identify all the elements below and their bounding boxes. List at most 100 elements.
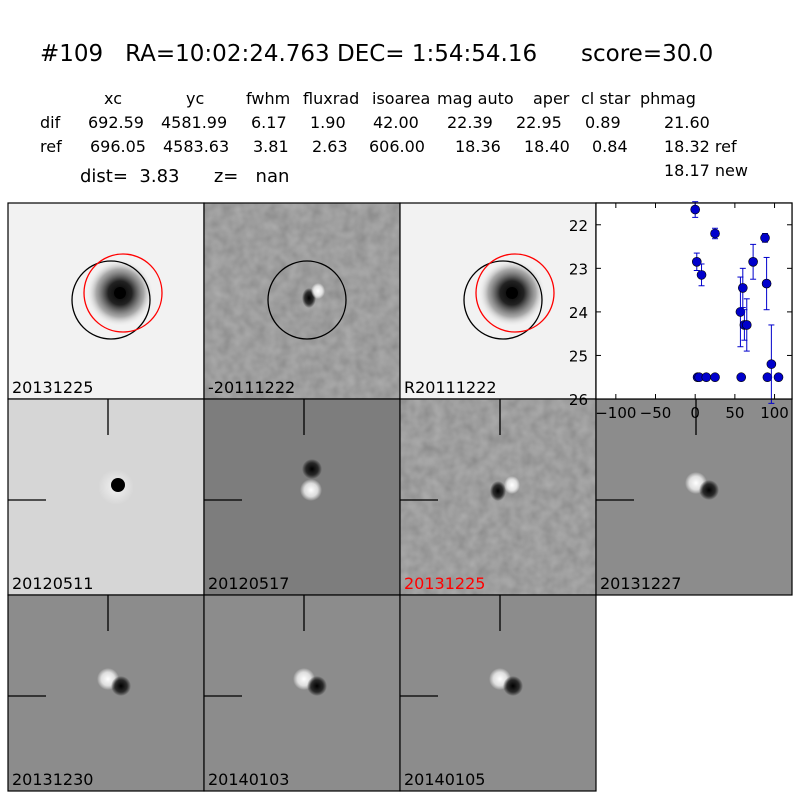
x-tick-label: −100 — [595, 404, 636, 422]
stamp-date-label: 20140105 — [404, 770, 485, 789]
table-cell: 696.05 — [90, 137, 146, 156]
image-stamp: 20140103 — [203, 594, 401, 792]
x-tick-label: 100 — [760, 404, 789, 422]
stamp-noise — [204, 203, 400, 399]
stamp-date-label: 20120517 — [208, 574, 289, 593]
phmag-new: 18.17 new — [664, 161, 748, 180]
dec-coordinate: DEC= 1:54:54.16 — [337, 41, 538, 67]
image-stamp: -20111222 — [203, 202, 401, 400]
table-cell: 22.39 — [447, 113, 493, 132]
data-point — [741, 298, 752, 352]
marker — [761, 278, 772, 289]
stamp-date-label: -20111222 — [208, 378, 295, 397]
dipole-negative — [111, 676, 131, 696]
table-cell: 0.89 — [585, 113, 621, 132]
ra-coordinate: RA=10:02:24.763 — [125, 41, 330, 67]
x-tick-label: −50 — [640, 404, 672, 422]
image-stamp: 20131227 — [595, 398, 793, 596]
image-stamp: 20131225 — [399, 398, 597, 596]
image-stamp: R20111222 — [399, 202, 597, 400]
table-cell: 0.84 — [592, 137, 628, 156]
stamp-date-label: 20131225 — [12, 378, 93, 397]
source-core — [506, 287, 518, 299]
table-cell: 606.00 — [369, 137, 425, 156]
data-point — [701, 372, 712, 383]
table-cell: 18.36 — [455, 137, 501, 156]
col-header-fluxrad: fluxrad — [303, 89, 360, 108]
marker — [762, 372, 773, 383]
marker — [738, 283, 748, 293]
table-cell: 1.90 — [310, 113, 346, 132]
dipole-negative — [699, 480, 719, 500]
image-stamp: 20131225 — [7, 202, 205, 400]
row-label-dif: dif — [40, 113, 61, 132]
candidate-circle — [475, 253, 555, 333]
col-header-fwhm: fwhm — [246, 89, 291, 108]
stamp-background — [596, 399, 792, 595]
y-tick-label: 23 — [569, 260, 588, 278]
table-cell: 3.81 — [253, 137, 289, 156]
data-point — [766, 324, 777, 404]
stamp-date-label: 20131227 — [600, 574, 681, 593]
table-cell: 22.95 — [516, 113, 562, 132]
data-point — [762, 372, 773, 383]
plot-frame — [595, 202, 793, 400]
marker — [760, 233, 770, 243]
phmag-dif: 21.60 — [664, 113, 710, 132]
col-header-cl-star: cl star — [581, 89, 631, 108]
image-stamp: 20140105 — [399, 594, 597, 792]
data-point — [690, 201, 700, 218]
data-point — [760, 232, 770, 243]
candidate-id: #109 — [40, 41, 104, 67]
marker — [691, 256, 702, 267]
col-header-aper: aper — [533, 89, 570, 108]
x-tick-label: 50 — [725, 404, 744, 422]
light-curve-chart: 22 23 24 25 26 −100 −50 0 50 100 — [569, 201, 793, 422]
dipole-negative — [490, 481, 506, 501]
data-point — [696, 263, 707, 287]
image-stamp: 20120517 — [203, 398, 401, 596]
stamp-date-label: 20120511 — [12, 574, 93, 593]
table-cell: 2.63 — [312, 137, 348, 156]
table-cell: 692.59 — [88, 113, 144, 132]
stamp-date-label: 20131225 — [404, 574, 485, 593]
y-tick-label: 22 — [569, 217, 588, 235]
data-point — [736, 372, 747, 383]
reference-circle — [71, 260, 151, 340]
data-point — [748, 243, 758, 280]
dipole-negative — [307, 676, 327, 696]
stamp-date-label: 20140103 — [208, 770, 289, 789]
table-cell: 42.00 — [373, 113, 419, 132]
x-tick-label: 0 — [690, 404, 700, 422]
dipole-negative — [503, 676, 523, 696]
dist-readout: dist= 3.83 z= nan — [80, 166, 289, 187]
stamp-background — [400, 595, 596, 791]
candidate-title: #109 RA=10:02:24.763 DEC= 1:54:54.16 sco… — [40, 41, 713, 67]
stamp-date-label: R20111222 — [404, 378, 497, 397]
dipole-negative — [302, 459, 322, 479]
table-cell: 6.17 — [251, 113, 287, 132]
table-cell: 4581.99 — [161, 113, 228, 132]
image-stamp: 20120511 — [7, 398, 205, 596]
score-value: score=30.0 — [581, 41, 714, 67]
data-point — [710, 372, 720, 383]
phmag-ref: 18.32 ref — [664, 137, 737, 156]
z-label: z= — [213, 166, 239, 187]
table-cell: 18.40 — [524, 137, 570, 156]
col-header-phmag: phmag — [640, 89, 696, 108]
marker — [748, 256, 758, 267]
stamp-background — [204, 595, 400, 791]
reference-circle — [267, 260, 347, 340]
marker — [701, 372, 712, 383]
marker — [735, 307, 746, 317]
stamp-frame — [399, 594, 597, 792]
stamp-background — [8, 595, 204, 791]
z-value: nan — [255, 166, 290, 187]
data-point — [738, 267, 748, 309]
marker — [696, 270, 707, 280]
col-header-yc: yc — [186, 89, 205, 108]
data-point — [761, 256, 772, 311]
y-tick-label: 25 — [569, 347, 588, 365]
marker — [736, 372, 747, 383]
